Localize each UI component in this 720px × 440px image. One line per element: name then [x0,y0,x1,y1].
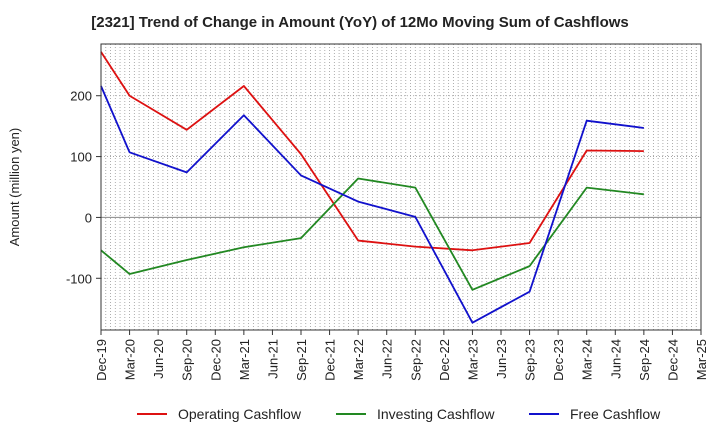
x-tick-label: Dec-19 [94,339,109,381]
x-tick-label: Jun-23 [494,339,509,379]
grid-layer [100,44,701,330]
legend-label: Free Cashflow [570,406,661,422]
x-tick-label: Mar-23 [465,339,480,380]
series-line-operating-cashflow [100,51,644,252]
x-tick-label: Sep-22 [408,339,423,381]
y-tick-label: -100 [66,271,92,286]
legend: Operating Cashflow Investing Cashflow Free… [137,406,661,422]
x-tick-label: Jun-20 [151,339,166,379]
chart-title: [2321] Trend of Change in Amount (YoY) o… [91,14,629,31]
x-tick-label: Dec-23 [551,339,566,381]
legend-label: Investing Cashflow [377,406,495,422]
x-tick-label: Sep-24 [637,339,652,381]
series-line-free-cashflow [100,85,644,324]
x-tick-label: Mar-25 [694,339,709,380]
x-tick-label: Mar-24 [580,339,595,380]
x-tick-label: Sep-20 [180,339,195,381]
x-tick-label: Mar-22 [351,339,366,380]
x-tick-label: Dec-22 [437,339,452,381]
y-tick-label: 100 [70,150,92,165]
x-tick-label: Sep-23 [523,339,538,381]
axis-layer: -100 0 100 200 Amount (million yen) Dec-19 Mar… [7,43,709,381]
legend-label: Operating Cashflow [178,406,302,422]
series-layer [100,51,644,324]
x-tick-label: Jun-24 [608,339,623,379]
x-tick-label: Mar-21 [237,339,252,380]
series-line-investing-cashflow [100,177,644,291]
y-tick-label: 0 [85,210,92,225]
x-tick-label: Jun-22 [380,339,395,379]
y-axis-label: Amount (million yen) [7,128,22,247]
x-tick-label: Dec-20 [208,339,223,381]
x-tick-label: Jun-21 [265,339,280,379]
x-tick-label: Mar-20 [123,339,138,380]
x-tick-label: Sep-21 [294,339,309,381]
y-tick-label: 200 [70,89,92,104]
x-tick-label: Dec-21 [323,339,338,381]
plot-frame [100,43,702,331]
x-tick-label: Dec-24 [665,339,680,381]
